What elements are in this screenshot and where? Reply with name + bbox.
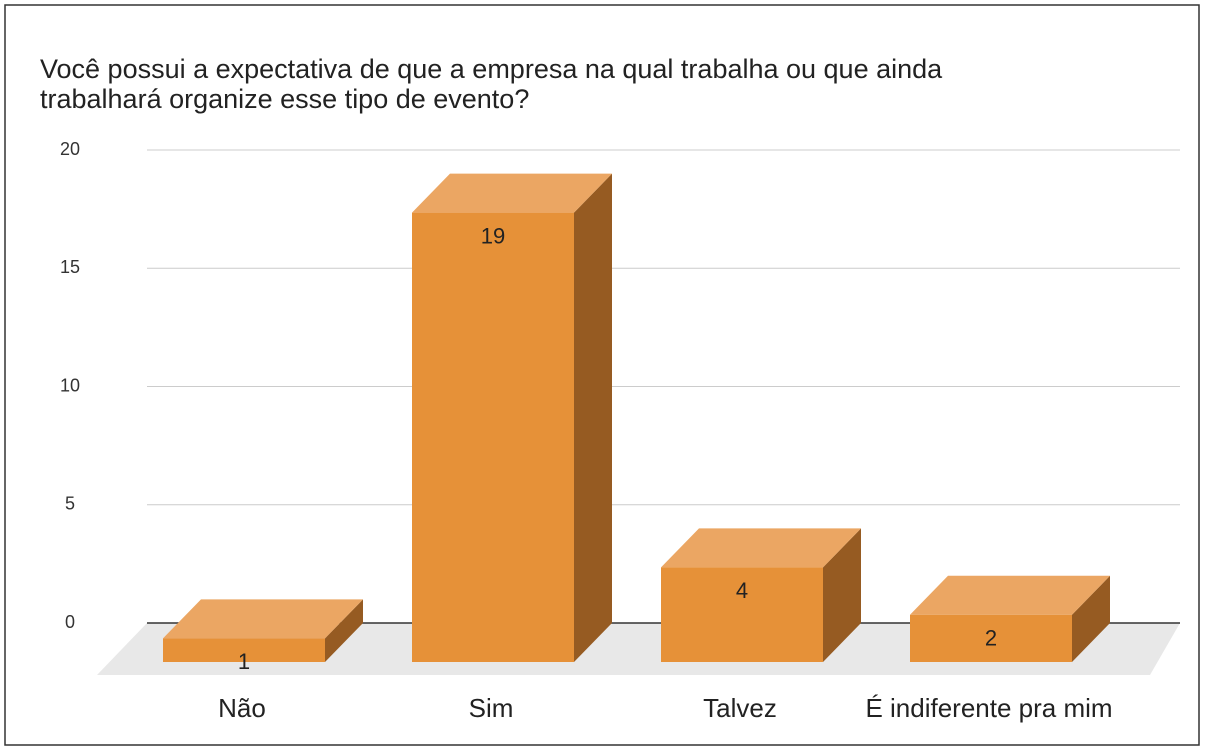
y-tick-label: 5	[65, 494, 75, 514]
value-label: 2	[985, 626, 997, 651]
bar-top	[412, 173, 612, 213]
bar-side	[325, 599, 363, 662]
floor	[97, 623, 1180, 675]
bar-top	[910, 575, 1110, 615]
bar-front	[163, 638, 325, 662]
bar-front	[412, 212, 574, 662]
x-tick-label: Talvez	[703, 693, 777, 723]
chart-title: trabalhará organize esse tipo de evento?	[40, 84, 529, 114]
bar-side	[574, 173, 612, 662]
bar-front	[910, 614, 1072, 662]
bar-top	[163, 599, 363, 639]
bar-top	[661, 528, 861, 568]
bar-side	[1072, 575, 1110, 662]
bar	[910, 575, 1110, 662]
x-tick-label: Sim	[469, 693, 514, 723]
bar	[163, 599, 363, 662]
y-tick-label: 20	[60, 139, 80, 159]
bar	[412, 173, 612, 662]
value-label: 4	[736, 578, 748, 603]
bar	[661, 528, 861, 662]
y-tick-label: 15	[60, 257, 80, 277]
bar-front	[661, 567, 823, 662]
value-label: 1	[238, 649, 250, 674]
value-label: 19	[481, 223, 505, 248]
bar-side	[823, 528, 861, 662]
y-tick-label: 0	[65, 612, 75, 632]
x-tick-label: É indiferente pra mim	[865, 693, 1112, 723]
y-tick-label: 10	[60, 375, 80, 395]
x-tick-label: Não	[218, 693, 266, 723]
chart-title: Você possui a expectativa de que a empre…	[40, 54, 943, 84]
